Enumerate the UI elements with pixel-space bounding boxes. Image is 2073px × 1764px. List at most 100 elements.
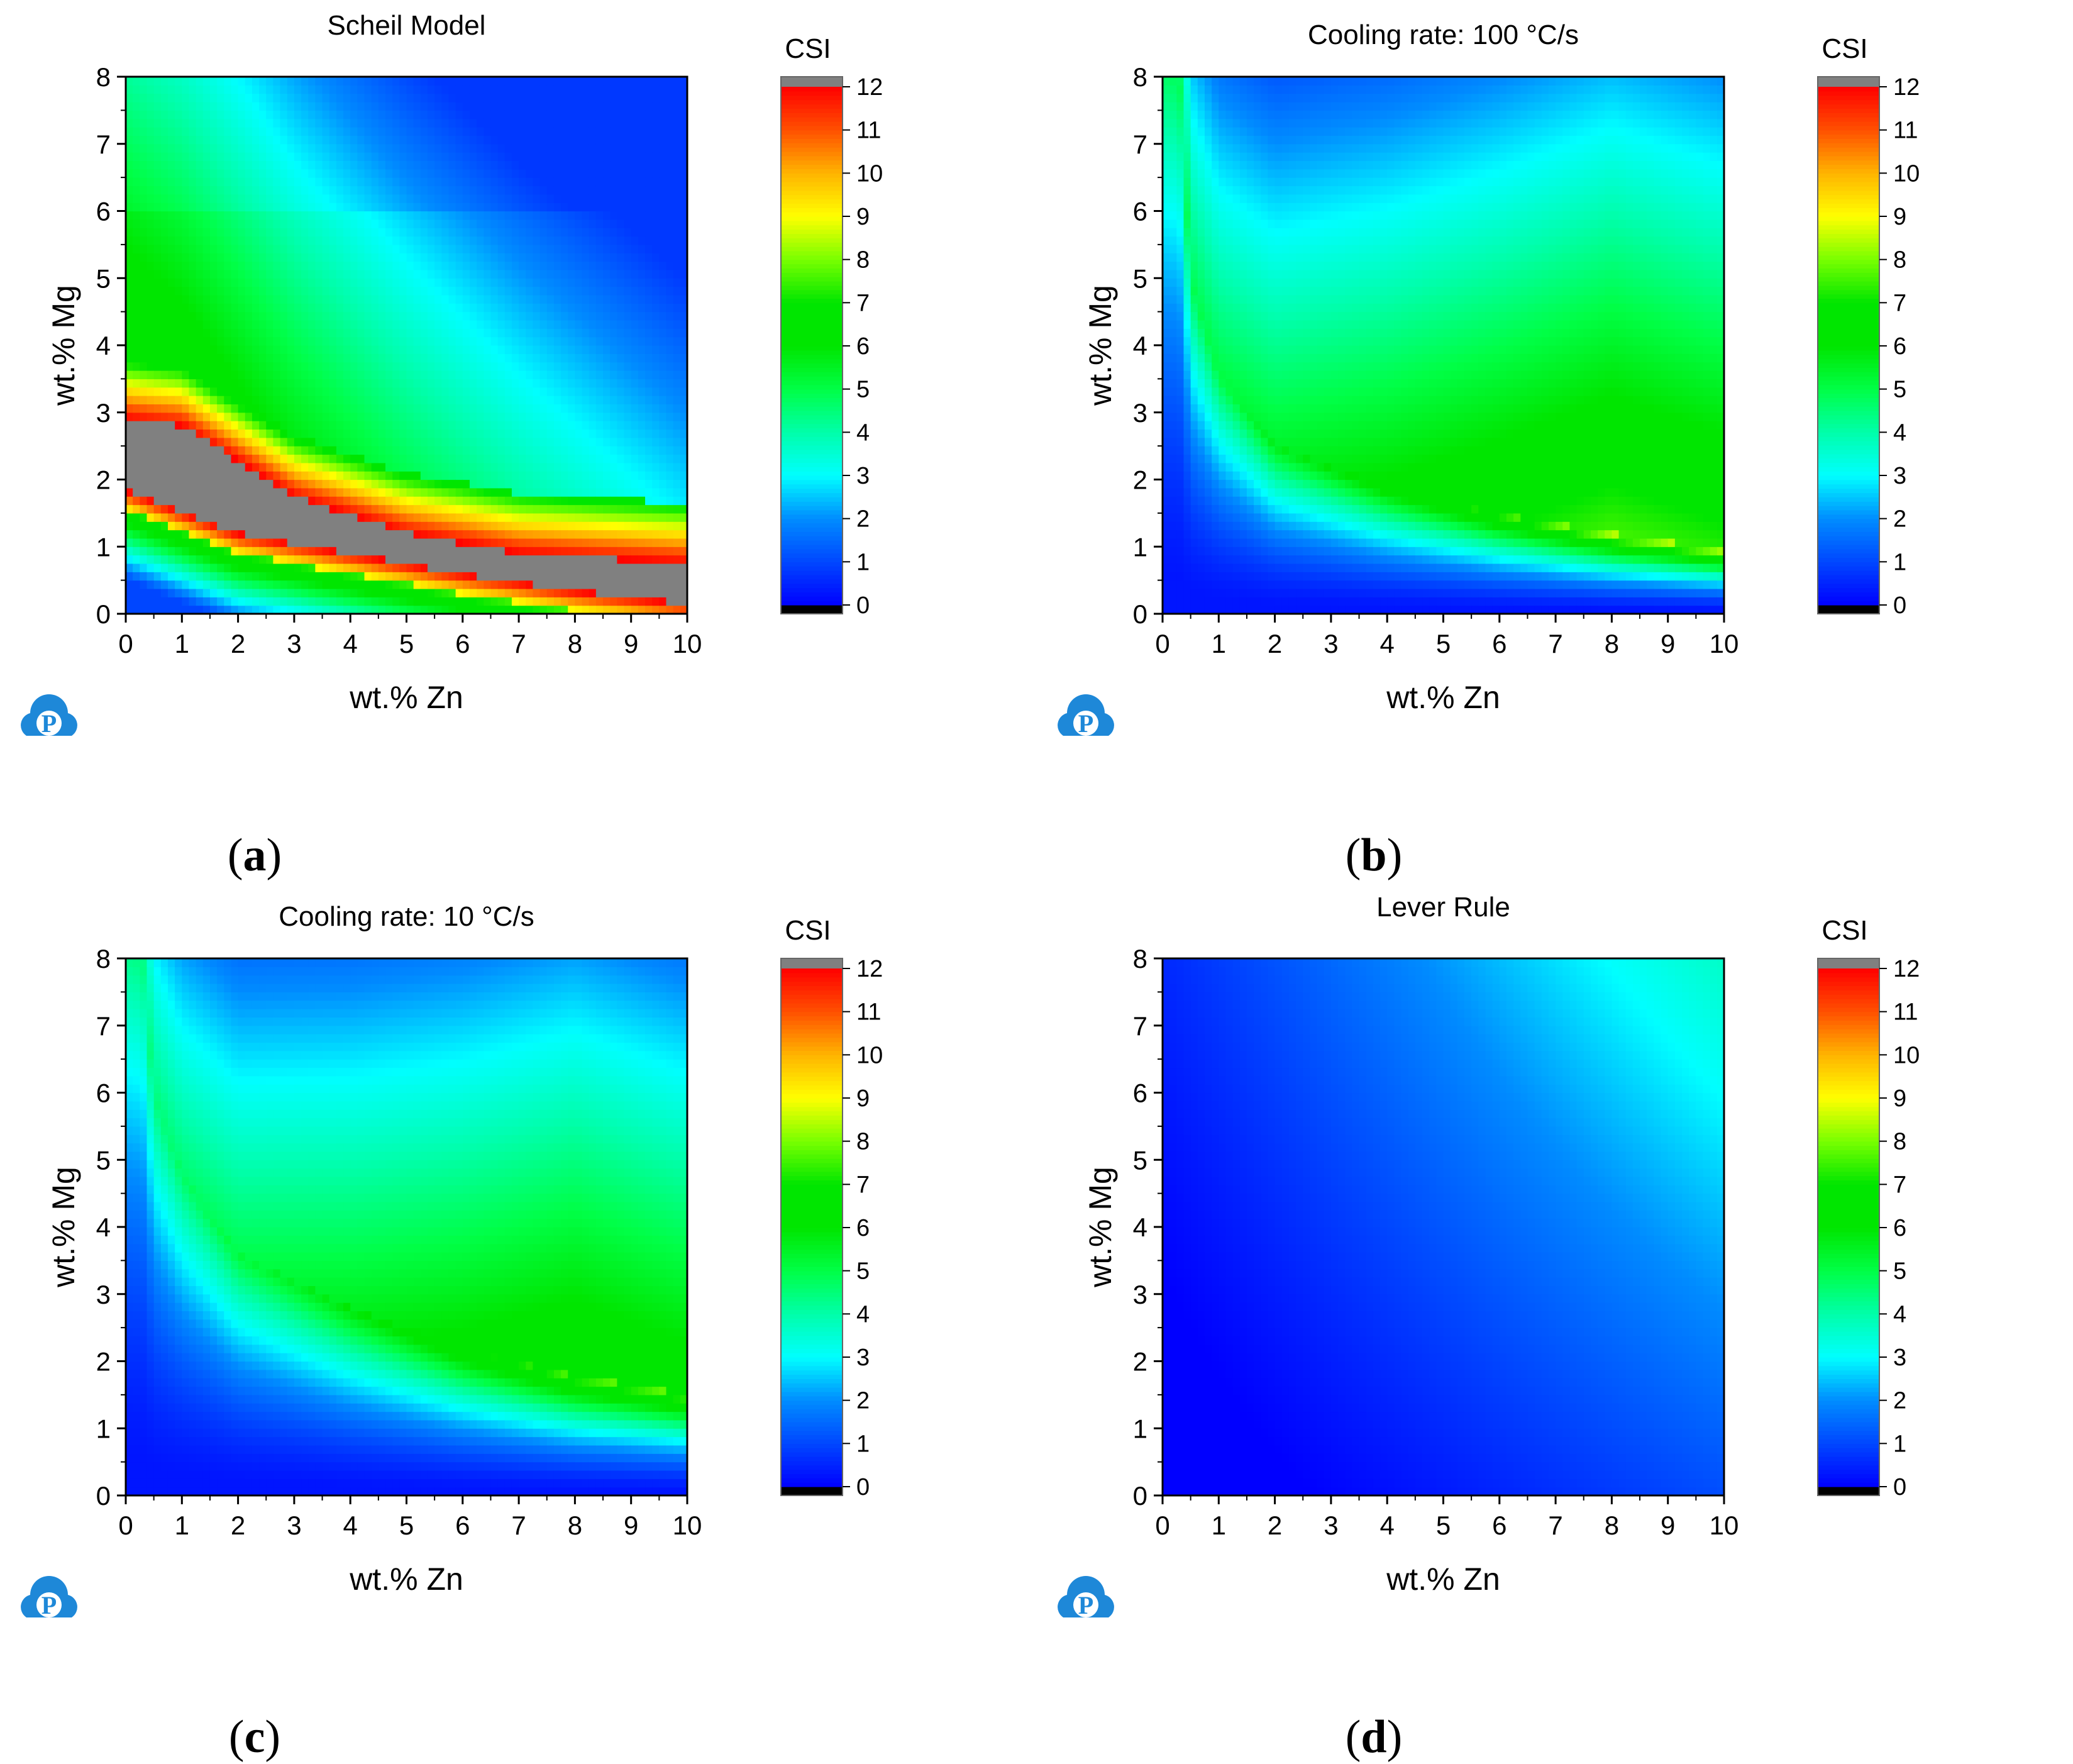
heatmap-cell bbox=[301, 152, 309, 162]
heatmap-cell bbox=[336, 588, 344, 597]
heatmap-cell bbox=[420, 555, 428, 564]
heatmap-cell bbox=[294, 194, 302, 203]
heatmap-cell bbox=[539, 597, 548, 606]
heatmap-cell bbox=[406, 404, 414, 413]
heatmap-cell bbox=[638, 437, 646, 447]
heatmap-cell bbox=[455, 102, 463, 111]
heatmap-cell bbox=[273, 370, 281, 379]
heatmap-cell bbox=[413, 143, 421, 153]
heatmap-cell bbox=[455, 303, 463, 313]
heatmap-cell bbox=[392, 521, 400, 531]
heatmap-cell bbox=[301, 211, 309, 220]
heatmap-cell bbox=[196, 253, 204, 262]
heatmap-cell bbox=[497, 177, 506, 187]
heatmap-cell bbox=[631, 605, 639, 614]
heatmap-cell bbox=[652, 303, 660, 313]
heatmap-cell bbox=[546, 77, 555, 86]
heatmap-cell bbox=[217, 597, 224, 606]
heatmap-cell bbox=[582, 303, 590, 313]
heatmap-cell bbox=[441, 77, 450, 86]
heatmap-cell bbox=[469, 143, 477, 153]
heatmap-cell bbox=[497, 504, 506, 514]
heatmap-cell bbox=[209, 580, 218, 589]
heatmap-cell bbox=[378, 135, 386, 145]
heatmap-cell bbox=[603, 244, 611, 253]
heatmap-cell bbox=[519, 454, 526, 463]
heatmap-cell bbox=[329, 143, 337, 153]
heatmap-cell bbox=[140, 211, 148, 220]
heatmap-cell bbox=[280, 328, 288, 338]
heatmap-cell bbox=[245, 496, 253, 506]
heatmap-cell bbox=[224, 186, 232, 195]
heatmap-cell bbox=[160, 311, 169, 321]
heatmap-cell bbox=[603, 77, 611, 86]
heatmap-cell bbox=[287, 303, 295, 313]
heatmap-cell bbox=[182, 605, 190, 614]
heatmap-cell bbox=[357, 437, 365, 447]
heatmap-cell bbox=[336, 546, 344, 556]
heatmap-cell bbox=[484, 588, 492, 597]
heatmap-cell bbox=[202, 244, 211, 253]
heatmap-cell bbox=[266, 588, 274, 597]
heatmap-cell bbox=[252, 530, 260, 539]
heatmap-cell bbox=[378, 446, 386, 455]
heatmap-cell bbox=[189, 496, 197, 506]
heatmap-cell bbox=[196, 269, 204, 279]
heatmap-cell bbox=[378, 286, 386, 296]
heatmap-cell bbox=[638, 479, 646, 489]
heatmap-cell bbox=[259, 143, 267, 153]
heatmap-cell bbox=[434, 555, 442, 564]
heatmap-cell bbox=[399, 269, 407, 279]
heatmap-cell bbox=[568, 412, 575, 421]
heatmap-cell bbox=[595, 479, 604, 489]
heatmap-cell bbox=[469, 538, 477, 547]
heatmap-cell bbox=[224, 286, 232, 296]
heatmap-cell bbox=[189, 530, 197, 539]
heatmap-cell bbox=[561, 496, 568, 506]
heatmap-cell bbox=[209, 244, 218, 253]
heatmap-cell bbox=[469, 186, 477, 195]
heatmap-cell bbox=[140, 462, 148, 472]
heatmap-cell bbox=[182, 546, 190, 556]
heatmap-cell bbox=[196, 555, 204, 564]
heatmap-cell bbox=[546, 219, 555, 228]
heatmap-cell bbox=[287, 177, 295, 187]
heatmap-cell bbox=[469, 77, 477, 86]
heatmap-cell bbox=[182, 328, 190, 338]
heatmap-cell bbox=[427, 396, 435, 404]
heatmap-cell bbox=[336, 521, 344, 531]
heatmap-cell bbox=[469, 135, 477, 145]
heatmap-cell bbox=[484, 521, 492, 531]
heatmap-cell bbox=[399, 504, 407, 514]
heatmap-cell bbox=[336, 77, 344, 86]
heatmap-cell bbox=[153, 102, 162, 111]
heatmap-cell bbox=[245, 404, 253, 413]
heatmap-cell bbox=[546, 177, 555, 187]
heatmap-cell bbox=[301, 387, 309, 396]
heatmap-cell bbox=[511, 454, 519, 463]
heatmap-cell bbox=[217, 462, 224, 472]
heatmap-cell bbox=[595, 311, 604, 321]
heatmap-cell bbox=[146, 311, 155, 321]
heatmap-cell bbox=[462, 588, 470, 597]
heatmap-cell bbox=[322, 311, 330, 321]
heatmap-cell bbox=[196, 85, 204, 94]
heatmap-cell bbox=[280, 479, 288, 489]
heatmap-cell bbox=[329, 421, 337, 430]
heatmap-cell bbox=[477, 412, 484, 421]
heatmap-cell bbox=[484, 462, 492, 472]
heatmap-cell bbox=[189, 345, 197, 354]
heatmap-cell bbox=[280, 336, 288, 346]
heatmap-cell bbox=[477, 362, 484, 371]
heatmap-cell bbox=[561, 85, 568, 94]
heatmap-cell bbox=[441, 487, 450, 497]
heatmap-cell bbox=[519, 177, 526, 187]
heatmap-cell bbox=[364, 437, 372, 447]
heatmap-cell bbox=[575, 496, 583, 506]
heatmap-cell bbox=[568, 143, 575, 153]
heatmap-cell bbox=[406, 370, 414, 379]
heatmap-cell bbox=[546, 521, 555, 531]
heatmap-cell bbox=[539, 336, 548, 346]
heatmap-cell bbox=[196, 496, 204, 506]
heatmap-cell bbox=[631, 102, 639, 111]
